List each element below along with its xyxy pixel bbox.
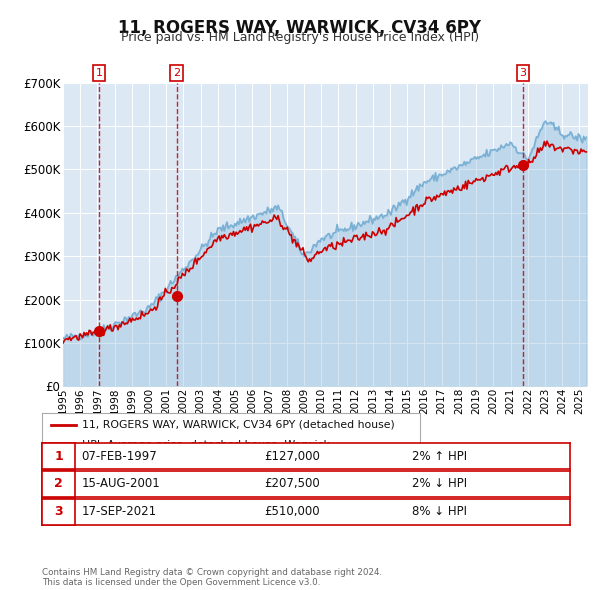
Text: 2% ↓ HPI: 2% ↓ HPI [412, 477, 467, 490]
Text: Contains HM Land Registry data © Crown copyright and database right 2024.
This d: Contains HM Land Registry data © Crown c… [42, 568, 382, 587]
Text: HPI: Average price, detached house, Warwick: HPI: Average price, detached house, Warw… [82, 440, 329, 450]
Text: 8% ↓ HPI: 8% ↓ HPI [412, 505, 467, 518]
Text: 07-FEB-1997: 07-FEB-1997 [82, 450, 157, 463]
Text: 11, ROGERS WAY, WARWICK, CV34 6PY: 11, ROGERS WAY, WARWICK, CV34 6PY [119, 19, 482, 37]
Text: 2: 2 [54, 477, 63, 490]
Text: 1: 1 [95, 68, 103, 78]
Text: 11, ROGERS WAY, WARWICK, CV34 6PY (detached house): 11, ROGERS WAY, WARWICK, CV34 6PY (detac… [82, 420, 394, 430]
Text: 2% ↑ HPI: 2% ↑ HPI [412, 450, 467, 463]
Text: £510,000: £510,000 [264, 505, 319, 518]
Text: Price paid vs. HM Land Registry's House Price Index (HPI): Price paid vs. HM Land Registry's House … [121, 31, 479, 44]
Text: 1: 1 [54, 450, 63, 463]
Text: 17-SEP-2021: 17-SEP-2021 [82, 505, 157, 518]
Text: 15-AUG-2001: 15-AUG-2001 [82, 477, 160, 490]
Text: 2: 2 [173, 68, 180, 78]
Text: £127,000: £127,000 [264, 450, 320, 463]
Text: 3: 3 [54, 505, 63, 518]
Text: £207,500: £207,500 [264, 477, 320, 490]
Text: 3: 3 [520, 68, 526, 78]
